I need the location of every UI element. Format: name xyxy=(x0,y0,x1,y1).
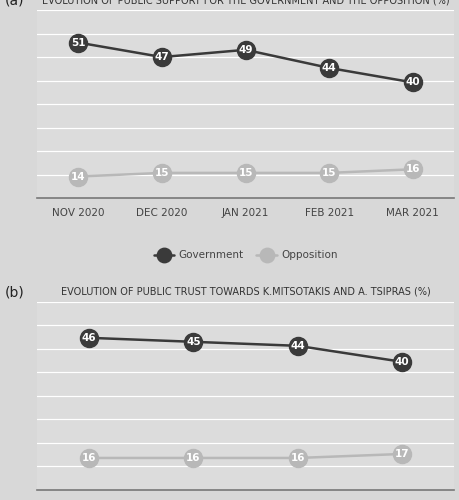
Text: 17: 17 xyxy=(395,449,409,459)
Title: EVOLUTION OF PUBLIC TRUST TOWARDS K.MITSOTAKIS AND A. TSIPRAS (%): EVOLUTION OF PUBLIC TRUST TOWARDS K.MITS… xyxy=(61,287,431,297)
Text: 15: 15 xyxy=(322,168,336,178)
Text: (a): (a) xyxy=(5,0,24,8)
A. Tsipras xyxy=(86,455,92,461)
Government xyxy=(76,40,81,46)
Line: A. Tsipras: A. Tsipras xyxy=(80,445,411,467)
Text: 40: 40 xyxy=(405,78,420,88)
Text: 14: 14 xyxy=(71,172,86,181)
Line: Government: Government xyxy=(69,34,422,92)
Line: K. Mitsotakis: K. Mitsotakis xyxy=(80,329,411,371)
Text: 16: 16 xyxy=(291,453,305,463)
A. Tsipras xyxy=(399,451,405,457)
Text: (b): (b) xyxy=(5,286,24,300)
Text: 15: 15 xyxy=(238,168,253,178)
Text: 47: 47 xyxy=(155,52,169,62)
Opposition xyxy=(159,170,165,176)
A. Tsipras xyxy=(295,455,301,461)
K. Mitsotakis xyxy=(86,335,92,341)
K. Mitsotakis xyxy=(190,339,196,345)
Text: 16: 16 xyxy=(82,453,96,463)
Opposition xyxy=(410,166,415,172)
Text: 44: 44 xyxy=(322,63,336,73)
Text: 44: 44 xyxy=(291,341,305,351)
Text: 46: 46 xyxy=(82,333,96,343)
Text: 51: 51 xyxy=(71,38,86,48)
Text: 49: 49 xyxy=(238,45,253,55)
Text: 40: 40 xyxy=(395,357,409,367)
Government xyxy=(326,65,332,71)
Text: 15: 15 xyxy=(155,168,169,178)
Text: 16: 16 xyxy=(186,453,201,463)
K. Mitsotakis xyxy=(295,343,301,349)
Text: 45: 45 xyxy=(186,337,201,347)
Line: Opposition: Opposition xyxy=(69,160,422,186)
Opposition xyxy=(326,170,332,176)
Title: EVOLUTION OF PUBLIC SUPPORT FOR THE GOVERNMENT AND THE OPPOSITION (%): EVOLUTION OF PUBLIC SUPPORT FOR THE GOVE… xyxy=(42,0,449,5)
K. Mitsotakis xyxy=(399,359,405,365)
Opposition xyxy=(76,174,81,180)
Government xyxy=(410,80,415,86)
Government xyxy=(159,54,165,60)
Legend: Government, Opposition: Government, Opposition xyxy=(149,246,342,264)
Text: 16: 16 xyxy=(405,164,420,174)
Opposition xyxy=(243,170,248,176)
A. Tsipras xyxy=(190,455,196,461)
Government xyxy=(243,47,248,53)
